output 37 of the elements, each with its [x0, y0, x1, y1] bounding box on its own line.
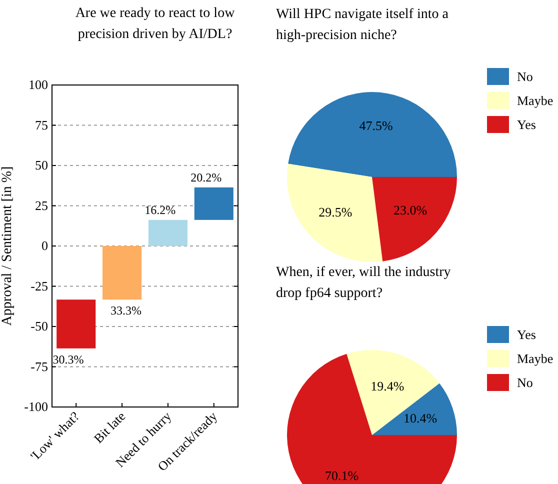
bar — [102, 246, 142, 300]
data-label: 10.4% — [404, 410, 438, 426]
pie-slice — [287, 164, 383, 262]
data-label: 23.0% — [393, 202, 428, 218]
data-label: 19.4% — [370, 378, 404, 394]
chart-title: When, if ever, will the industry drop fp64 support? — [276, 265, 451, 301]
y-tick-label: -25 — [30, 278, 48, 294]
y-tick-label: 0 — [42, 238, 48, 253]
y-tick-label: 25 — [35, 198, 48, 213]
y-tick-label: -100 — [24, 399, 48, 414]
legend-label: No — [517, 69, 533, 84]
y-tick-label: 100 — [28, 77, 48, 92]
bar — [194, 187, 234, 220]
bar — [56, 300, 96, 348]
data-label: 33.3% — [110, 304, 142, 318]
y-axis-title: Approval / Sentiment [in %] — [0, 166, 15, 326]
chart-title: Are we ready to react to low precision driven by AI/DL? — [75, 6, 236, 42]
legend-label: Yes — [517, 117, 536, 132]
y-tick-label: -75 — [30, 358, 48, 374]
chart-title: Will HPC navigate itself into a high-precision niche? — [276, 7, 450, 43]
data-label: 47.5% — [359, 118, 393, 134]
data-label: 30.3% — [52, 352, 84, 366]
pie-slice — [372, 177, 457, 262]
data-label: 70.1% — [325, 468, 359, 484]
legend-label: Maybe — [517, 93, 554, 108]
legend-label: Yes — [517, 327, 536, 342]
data-label: 16.2% — [144, 202, 176, 217]
y-tick-label: -50 — [30, 318, 48, 334]
y-tick-label: 50 — [35, 158, 48, 172]
legend-label: Maybe — [517, 351, 554, 366]
bar — [148, 220, 188, 246]
data-label: 20.2% — [190, 170, 222, 184]
data-label: 29.5% — [318, 204, 352, 220]
legend-label: No — [517, 375, 533, 390]
x-tick-label: Bit late — [90, 408, 128, 446]
pie-slice — [288, 92, 457, 177]
y-tick-label: 75 — [35, 117, 48, 132]
